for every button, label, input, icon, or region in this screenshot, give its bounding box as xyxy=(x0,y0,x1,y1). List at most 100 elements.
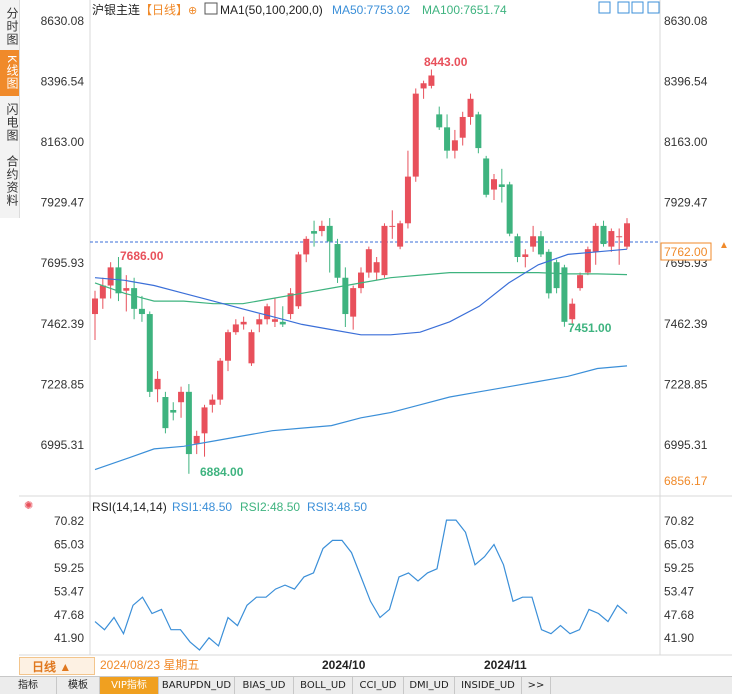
candle-body xyxy=(358,272,364,289)
candle-body xyxy=(217,360,224,400)
candle-body xyxy=(397,223,404,247)
price-tick-left: 8630.08 xyxy=(41,14,85,28)
candlestick-series xyxy=(92,69,630,474)
price-tick-left: 7462.39 xyxy=(41,317,85,331)
tab-template[interactable]: 模板 xyxy=(57,677,100,694)
rsi-params: RSI(14,14,14) xyxy=(92,500,167,514)
rsi1-line xyxy=(94,519,628,651)
indicator-tab-bar: 指标 模板 VIP指标 BARUPDN_UD BIAS_UD BOLL_UD C… xyxy=(0,676,732,694)
tab-indicator[interactable]: 指标 xyxy=(0,677,57,694)
price-tick-left: 8163.00 xyxy=(41,135,85,149)
tab-timeshare-chart[interactable]: 分时图 xyxy=(5,6,19,46)
cursor-date-label: 2024/08/23 星期五 xyxy=(100,658,199,672)
close-icon[interactable] xyxy=(647,1,660,14)
candle-body xyxy=(248,332,255,364)
tab-dmi[interactable]: DMI_UD xyxy=(404,677,455,694)
tab-boll[interactable]: BOLL_UD xyxy=(294,677,353,694)
candle-body xyxy=(131,288,138,309)
candle-body xyxy=(616,236,623,238)
current-price-box xyxy=(660,242,712,261)
tab-contract-info[interactable]: 合约资料 xyxy=(5,155,19,207)
tab-vip-indicator[interactable]: VIP指标 xyxy=(100,677,159,694)
ma200-line xyxy=(94,365,628,471)
candle-body xyxy=(561,267,568,322)
candle-body xyxy=(178,391,185,403)
rsi-tick-right: 70.82 xyxy=(664,514,694,528)
price-tick-left: 7695.93 xyxy=(41,256,85,270)
expand-icon[interactable] xyxy=(617,1,630,14)
ma-params: MA1(50,100,200,0) xyxy=(220,3,323,17)
rsi3-value: RSI3:48.50 xyxy=(307,500,367,514)
rsi-tick-left: 47.68 xyxy=(54,608,84,622)
rsi-tick-left: 59.25 xyxy=(54,561,84,575)
candle-body xyxy=(334,244,341,278)
price-tick-right: 7228.85 xyxy=(664,377,708,391)
candle-body xyxy=(342,277,349,315)
rsi-tick-right: 53.47 xyxy=(664,584,694,598)
candle-body xyxy=(577,275,584,289)
x-axis-label-nov: 2024/11 xyxy=(484,658,527,672)
price-tick-left: 6995.31 xyxy=(41,438,85,452)
candle-body xyxy=(592,225,599,252)
candle-body xyxy=(162,397,169,429)
low-price-annotation: 6884.00 xyxy=(200,465,244,479)
x-axis-label-oct: 2024/10 xyxy=(322,658,366,672)
candle-body xyxy=(326,225,333,242)
high-price-annotation: 8443.00 xyxy=(424,55,468,69)
candle-body xyxy=(365,249,372,273)
price-axis-left: 8630.08 8396.54 8163.00 7929.47 7695.93 7462.… xyxy=(41,14,85,452)
price-tick-right: 8396.54 xyxy=(664,75,708,89)
tab-lightning-chart[interactable]: 闪电图 xyxy=(5,102,19,142)
left-high-annotation: 7686.00 xyxy=(120,249,164,263)
zoom-icon[interactable] xyxy=(598,1,611,14)
alert-bell-icon[interactable]: ▲ xyxy=(719,240,729,251)
candle-body xyxy=(381,225,388,276)
candle-body xyxy=(475,114,482,149)
ma100-line xyxy=(94,272,628,305)
tab-barupdn[interactable]: BARUPDN_UD xyxy=(159,677,235,694)
add-indicator-icon[interactable]: ⊕ xyxy=(188,5,197,17)
rsi2-value: RSI2:48.50 xyxy=(240,500,300,514)
candle-body xyxy=(459,116,466,138)
period-selector[interactable]: 日线 ▲ xyxy=(19,657,95,675)
rsi-axis-left: 70.82 65.03 59.25 53.47 47.68 41.90 xyxy=(54,514,84,645)
tab-more[interactable]: >> xyxy=(522,677,551,694)
candle-body xyxy=(522,254,529,257)
period-label[interactable]: 【日线】 xyxy=(140,3,188,17)
candle-body xyxy=(483,158,490,195)
candle-body xyxy=(318,225,325,232)
rsi-settings-icon[interactable]: ✺ xyxy=(24,500,33,512)
candle-body xyxy=(170,409,177,413)
candle-body xyxy=(123,288,130,291)
candle-body xyxy=(553,262,560,289)
price-tick-left: 7228.85 xyxy=(41,377,85,391)
grid-icon[interactable] xyxy=(631,1,644,14)
candle-body xyxy=(506,184,513,234)
price-axis-low-label: 6856.17 xyxy=(664,474,708,488)
tab-bias[interactable]: BIAS_UD xyxy=(235,677,294,694)
toolbar-icons xyxy=(598,1,660,14)
candle-body xyxy=(107,267,114,286)
candle-body xyxy=(287,293,294,315)
candle-body xyxy=(271,319,278,322)
tab-inside[interactable]: INSIDE_UD xyxy=(455,677,522,694)
candle-body xyxy=(232,324,239,333)
tab-cci[interactable]: CCI_UD xyxy=(353,677,404,694)
ma50-line xyxy=(94,248,628,336)
candle-body xyxy=(420,83,427,89)
tab-kline-chart[interactable]: K线图 xyxy=(0,50,19,96)
candle-body xyxy=(498,184,505,187)
rsi-tick-right: 47.68 xyxy=(664,608,694,622)
candle-body xyxy=(146,314,153,392)
rsi-tick-right: 65.03 xyxy=(664,537,694,551)
candle-body xyxy=(240,321,247,325)
candle-body xyxy=(584,249,591,273)
candle-body xyxy=(436,114,443,128)
rsi-tick-left: 65.03 xyxy=(54,537,84,551)
ma50-value: MA50:7753.02 xyxy=(332,3,410,17)
symbol-name: 沪银主连 xyxy=(92,2,140,17)
candle-body xyxy=(264,306,271,320)
candle-body xyxy=(295,254,302,307)
ma-settings-icon[interactable] xyxy=(204,2,218,15)
current-price-label: 7762.00 xyxy=(664,245,708,259)
